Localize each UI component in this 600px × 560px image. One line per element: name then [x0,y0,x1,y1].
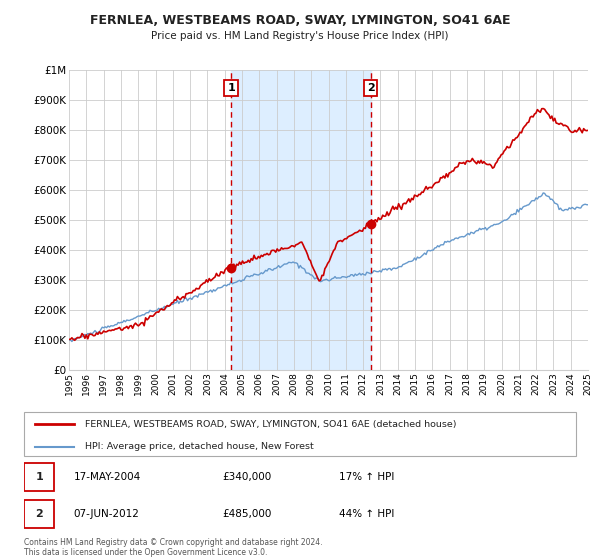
Text: 2: 2 [367,83,374,93]
Text: 17% ↑ HPI: 17% ↑ HPI [338,472,394,482]
FancyBboxPatch shape [24,412,576,456]
Text: HPI: Average price, detached house, New Forest: HPI: Average price, detached house, New … [85,442,313,451]
Text: 17-MAY-2004: 17-MAY-2004 [74,472,141,482]
Text: Price paid vs. HM Land Registry's House Price Index (HPI): Price paid vs. HM Land Registry's House … [151,31,449,41]
Text: 2: 2 [35,508,43,519]
Text: 44% ↑ HPI: 44% ↑ HPI [338,508,394,519]
Text: 07-JUN-2012: 07-JUN-2012 [74,508,140,519]
Text: Contains HM Land Registry data © Crown copyright and database right 2024.
This d: Contains HM Land Registry data © Crown c… [24,538,323,557]
Bar [231,70,371,370]
Text: £485,000: £485,000 [223,508,272,519]
FancyBboxPatch shape [24,464,55,491]
Text: FERNLEA, WESTBEAMS ROAD, SWAY, LYMINGTON, SO41 6AE (detached house): FERNLEA, WESTBEAMS ROAD, SWAY, LYMINGTON… [85,419,456,428]
Text: 1: 1 [35,472,43,482]
Text: £340,000: £340,000 [223,472,272,482]
Text: 1: 1 [227,83,235,93]
FancyBboxPatch shape [24,500,55,528]
Text: FERNLEA, WESTBEAMS ROAD, SWAY, LYMINGTON, SO41 6AE: FERNLEA, WESTBEAMS ROAD, SWAY, LYMINGTON… [90,14,510,27]
